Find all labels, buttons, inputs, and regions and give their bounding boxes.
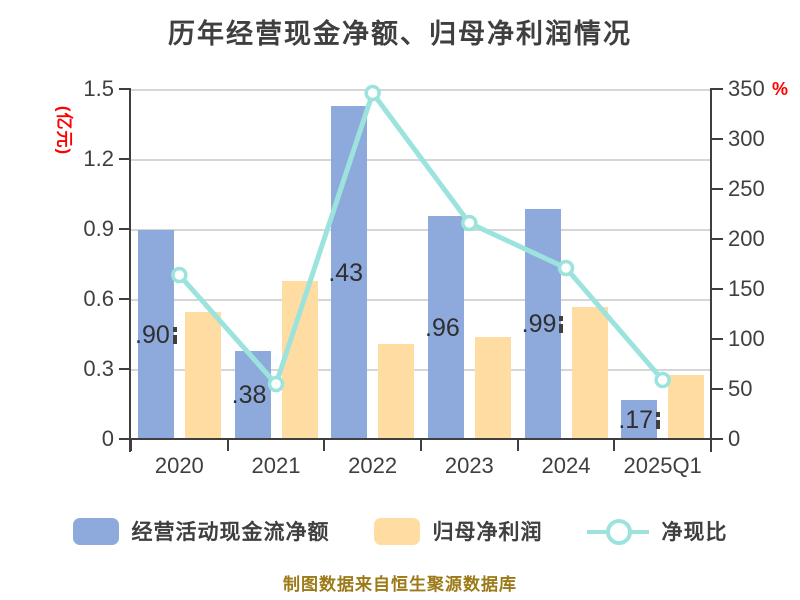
ratio-marker-2024: [557, 259, 575, 277]
x-axis-tick: [130, 440, 132, 451]
bar-profit-2025Q1: [668, 374, 705, 440]
legend-item-profit: 归母净利润: [373, 516, 543, 546]
ratio-line: [171, 84, 671, 393]
ratio-marker-2022: [364, 84, 381, 102]
legend-label-cashflow: 经营活动现金流净额: [131, 521, 330, 544]
right-axis-tick-label: 200: [728, 226, 765, 251]
bar-value-label-2024: .99: [522, 310, 564, 340]
bar-profit-2022: [378, 344, 415, 440]
profit-swatch-icon: [373, 517, 420, 545]
legend: 经营活动现金流净额 归母净利润 净现比: [0, 513, 800, 549]
right-axis-tick-label: 50: [728, 376, 753, 401]
gridline: [131, 229, 711, 231]
clipped-glyph-fragment: [656, 411, 661, 429]
gridline: [131, 89, 711, 91]
chart-title: 历年经营现金净额、归母净利润情况: [168, 19, 632, 49]
x-axis-label-2024: 2024: [541, 453, 591, 478]
left-axis-tick: [119, 88, 130, 90]
legend-label-profit: 归母净利润: [432, 521, 543, 544]
right-axis-tick: [712, 288, 723, 290]
right-axis-unit-label: %: [772, 79, 789, 99]
bar-value-label-2021: .38: [232, 381, 267, 411]
clipped-glyph-fragment: [172, 326, 177, 344]
bar-value-text: .38: [231, 381, 267, 410]
x-axis-tick: [323, 440, 326, 451]
bar-cashflow-2020: [138, 230, 174, 440]
left-axis-tick-label: 0.9: [83, 216, 114, 241]
bar-value-text: .96: [425, 313, 460, 342]
right-axis-tick-label: 250: [728, 176, 765, 201]
x-axis-tick: [516, 440, 519, 451]
ratio-line-path: [176, 90, 666, 387]
left-axis-tick-label: 1.2: [83, 146, 114, 171]
x-axis-label-2021: 2021: [251, 453, 301, 478]
bar-value-label-2025Q1: .17: [618, 405, 661, 435]
bar-value-label-2023: .96: [425, 313, 460, 343]
ratio-marker-2025Q1: [654, 371, 671, 389]
right-axis-tick: [712, 338, 723, 340]
right-axis-tick: [712, 388, 723, 390]
bottom-axis-line: [129, 438, 713, 440]
x-axis-tick: [710, 440, 712, 451]
bar-value-text: .99: [521, 310, 557, 338]
bar-profit-2024: [571, 307, 608, 440]
left-axis-tick: [119, 368, 130, 370]
right-axis-tick-label: 350: [728, 76, 765, 101]
right-axis-tick-label: 300: [728, 126, 765, 151]
left-axis-tick: [119, 228, 130, 230]
right-axis-tick: [712, 438, 723, 440]
x-axis-label-2025Q1: 2025Q1: [623, 453, 702, 478]
bar-profit-2023: [475, 337, 511, 440]
legend-item-ratio: 净现比: [586, 516, 728, 546]
left-axis-tick: [119, 298, 130, 300]
bar-cashflow-2023: [428, 216, 464, 440]
right-axis-tick: [712, 138, 723, 140]
legend-item-cashflow: 经营活动现金流净额: [72, 516, 330, 546]
bar-cashflow-2021: [234, 351, 271, 440]
legend-label-ratio: 净现比: [661, 521, 728, 544]
x-axis-tick: [226, 440, 229, 451]
right-axis-tick-label: 0: [728, 426, 741, 451]
bar-profit-2020: [185, 311, 221, 440]
left-axis-tick: [119, 438, 130, 440]
bar-value-text: .43: [328, 258, 364, 287]
bar-value-text: .90: [135, 320, 170, 349]
left-axis-tick-label: 0.3: [83, 356, 114, 381]
ratio-marker-2020: [171, 266, 188, 284]
x-axis-label-2020: 2020: [154, 453, 204, 478]
right-axis-tick-label: 150: [728, 276, 765, 301]
clipped-glyph-fragment: [559, 316, 564, 333]
ratio-line-marker-icon: [586, 518, 649, 545]
x-axis-tick: [613, 440, 616, 451]
right-axis-tick-label: 100: [728, 326, 765, 351]
bar-value-label-2022: .43: [328, 258, 363, 288]
right-axis-tick: [712, 188, 723, 190]
left-axis-tick: [119, 158, 130, 160]
gridline: [131, 299, 711, 301]
left-axis-tick-label: 0: [101, 426, 114, 451]
bar-value-text: .17: [618, 405, 654, 434]
right-axis-tick: [712, 238, 723, 240]
bar-cashflow-2024: [524, 209, 561, 440]
cashflow-swatch-icon: [72, 517, 119, 545]
x-axis-label-2023: 2023: [444, 453, 494, 478]
bar-cashflow-2025Q1: [621, 400, 658, 440]
ratio-marker-2021: [267, 375, 285, 393]
left-axis-tick-label: 1.5: [83, 76, 114, 101]
ratio-marker-2023: [461, 214, 478, 232]
bar-value-label-2020: .90: [135, 320, 177, 350]
data-source-caption: 制图数据来自恒生聚源数据库: [283, 575, 517, 594]
x-axis-tick: [420, 440, 422, 451]
x-axis-label-2022: 2022: [348, 453, 398, 478]
right-axis-tick: [712, 88, 723, 90]
left-axis-line: [129, 88, 131, 452]
left-axis-tick-label: 0.6: [83, 286, 114, 311]
right-axis-line: [710, 88, 712, 452]
gridline: [131, 369, 711, 371]
